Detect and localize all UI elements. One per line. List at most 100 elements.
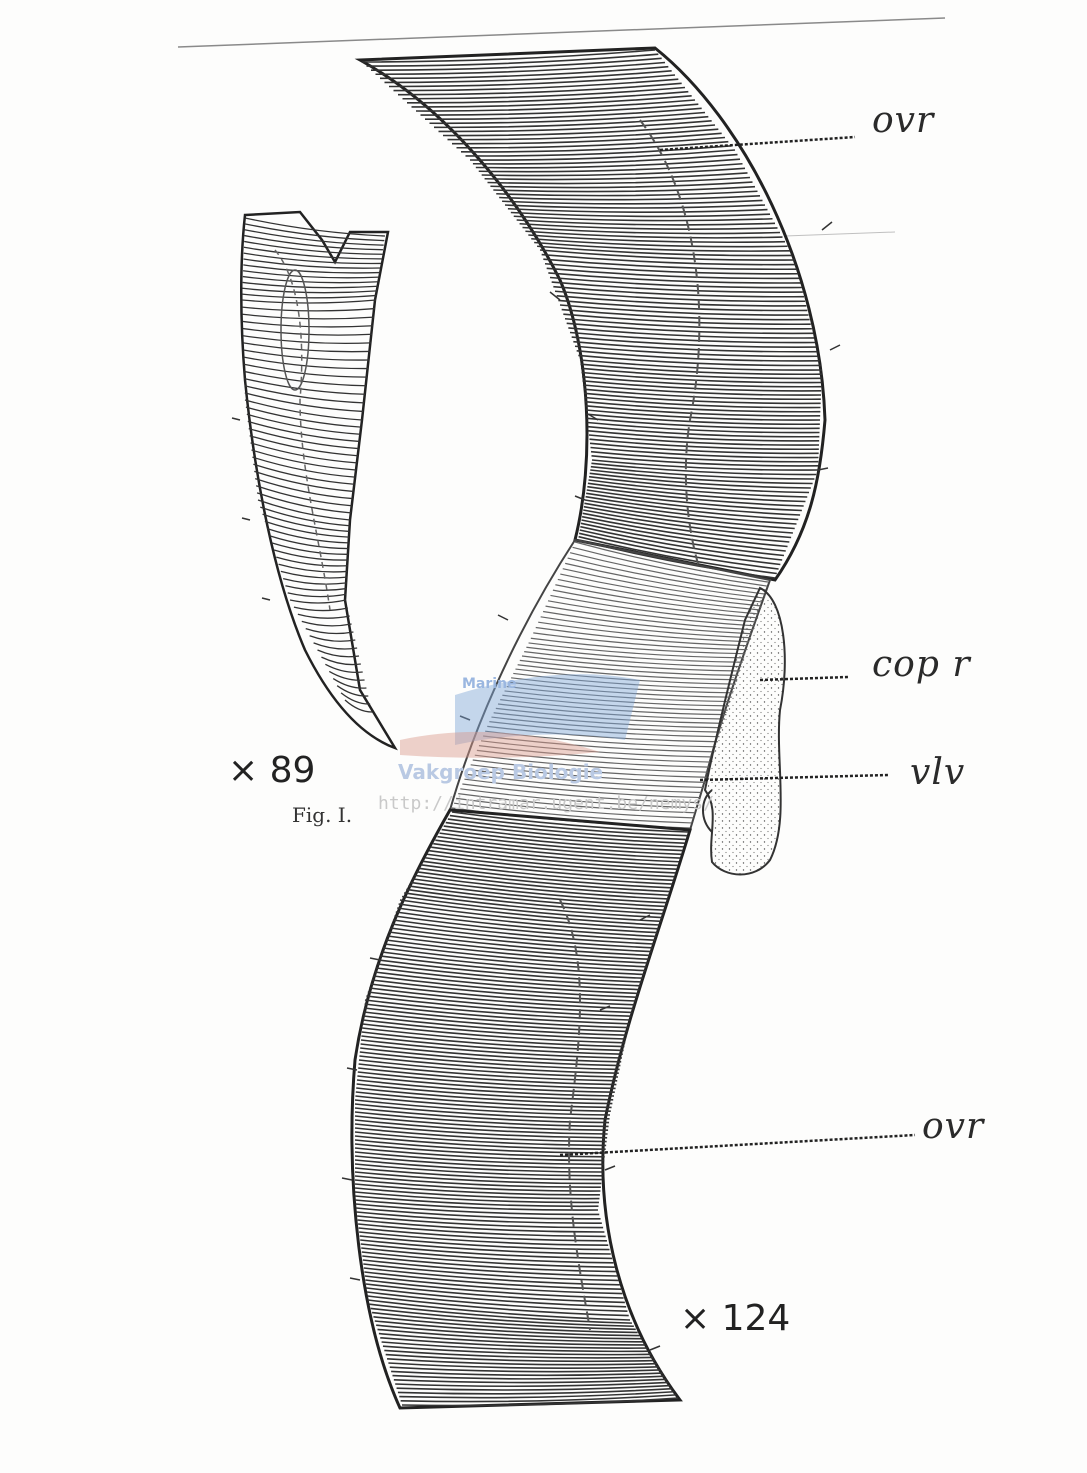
annulation-ring bbox=[371, 1311, 636, 1331]
annulation-ring bbox=[562, 568, 762, 603]
annulation-ring bbox=[385, 1353, 655, 1363]
annulation-ring bbox=[297, 613, 350, 619]
annulation-ring bbox=[470, 764, 705, 783]
annulation-ring bbox=[489, 721, 720, 738]
annulation-ring bbox=[516, 219, 776, 226]
annulation-ring bbox=[431, 846, 677, 870]
annulation-ring bbox=[360, 1043, 622, 1063]
annulation-ring bbox=[483, 735, 715, 753]
annulation-ring bbox=[397, 1387, 673, 1395]
annulation-ring bbox=[242, 335, 372, 344]
annulation-ring bbox=[364, 1275, 623, 1295]
annulation-ring bbox=[433, 842, 678, 867]
annulation-ring bbox=[399, 899, 661, 926]
annulation-ring bbox=[584, 502, 795, 530]
copulatory-lobe bbox=[702, 789, 713, 833]
body-upper-annulations bbox=[361, 49, 823, 579]
annulation-ring bbox=[579, 529, 781, 566]
annulation-ring bbox=[248, 427, 359, 450]
annulation-ring bbox=[472, 153, 738, 165]
annulation-ring bbox=[246, 413, 361, 435]
seta bbox=[599, 1005, 611, 1011]
annulation-ring bbox=[388, 931, 651, 957]
annulation-ring bbox=[586, 489, 802, 512]
annulation-ring bbox=[344, 699, 373, 713]
annulation-ring bbox=[249, 435, 358, 457]
annulation-ring bbox=[360, 1039, 623, 1059]
annulation-ring bbox=[424, 107, 702, 120]
annulation-ring bbox=[528, 234, 786, 244]
annulation-ring bbox=[574, 345, 819, 358]
seta bbox=[604, 1165, 616, 1171]
seta bbox=[241, 517, 251, 521]
annulation-ring bbox=[244, 217, 386, 237]
annulation-ring bbox=[280, 570, 348, 579]
annulation-ring bbox=[367, 1295, 629, 1317]
faint-rule bbox=[784, 231, 896, 237]
annulation-ring bbox=[530, 637, 746, 655]
annulation-ring bbox=[429, 849, 676, 874]
annulation-ring bbox=[365, 1283, 625, 1304]
tail-inner-organ bbox=[274, 249, 331, 611]
annulation-ring bbox=[278, 563, 348, 573]
annulation-ring bbox=[534, 241, 791, 252]
annulation-ring bbox=[589, 438, 819, 451]
annulation-ring bbox=[370, 57, 662, 71]
annulation-ring bbox=[462, 783, 699, 804]
annulation-ring bbox=[379, 65, 669, 80]
annulation-ring bbox=[247, 420, 360, 443]
annulation-ring bbox=[276, 556, 348, 567]
annulation-ring bbox=[282, 577, 347, 585]
annulation-ring bbox=[453, 802, 692, 824]
annulation-ring bbox=[287, 592, 347, 598]
annulation-ring bbox=[364, 1271, 622, 1290]
seta bbox=[829, 344, 841, 351]
annulation-ring bbox=[506, 685, 731, 703]
annulation-ring bbox=[260, 506, 350, 527]
annulation-ring bbox=[354, 1123, 608, 1139]
annulation-ring bbox=[332, 678, 367, 689]
annulation-ring bbox=[587, 421, 820, 434]
annulation-ring bbox=[399, 1390, 675, 1399]
annulation-ring bbox=[321, 656, 361, 666]
annulation-ring bbox=[361, 1035, 623, 1055]
annulation-ring bbox=[526, 646, 743, 663]
annulation-ring bbox=[357, 1219, 605, 1233]
annulation-ring bbox=[359, 1235, 610, 1251]
annulation-ring bbox=[242, 275, 379, 284]
annulation-ring bbox=[395, 1381, 669, 1388]
seta bbox=[349, 1277, 361, 1281]
annulation-ring bbox=[406, 888, 664, 915]
annulation-ring bbox=[242, 327, 373, 336]
annulation-ring bbox=[354, 1199, 599, 1211]
annulation-ring bbox=[361, 49, 656, 63]
annulation-ring bbox=[418, 867, 671, 893]
annulation-ring bbox=[576, 350, 820, 362]
annulation-ring bbox=[474, 754, 709, 773]
annulation-ring bbox=[581, 371, 822, 384]
annulation-ring bbox=[535, 626, 748, 647]
annulation-ring bbox=[358, 1059, 619, 1078]
annulation-ring bbox=[313, 642, 358, 650]
annulation-ring bbox=[525, 230, 783, 239]
seta bbox=[341, 1177, 353, 1181]
annulation-ring bbox=[538, 621, 750, 643]
annulation-ring bbox=[254, 470, 354, 493]
annulation-ring bbox=[242, 287, 378, 294]
annulation-ring bbox=[252, 456, 356, 478]
annulation-ring bbox=[354, 1187, 600, 1200]
annulation-ring bbox=[445, 821, 685, 844]
annulation-ring bbox=[404, 892, 663, 919]
annulation-ring bbox=[547, 600, 755, 627]
annulation-ring bbox=[397, 82, 682, 96]
annulation-ring bbox=[422, 860, 673, 885]
annulation-ring bbox=[590, 465, 815, 480]
annulation-ring bbox=[511, 677, 734, 694]
annulation-ring bbox=[336, 685, 369, 697]
annulation-ring bbox=[585, 409, 821, 421]
annulation-ring bbox=[384, 70, 672, 84]
annulation-ring bbox=[244, 240, 383, 255]
annulation-ring bbox=[552, 589, 757, 619]
annulation-ring bbox=[273, 549, 349, 561]
annulation-ring bbox=[366, 1291, 628, 1312]
